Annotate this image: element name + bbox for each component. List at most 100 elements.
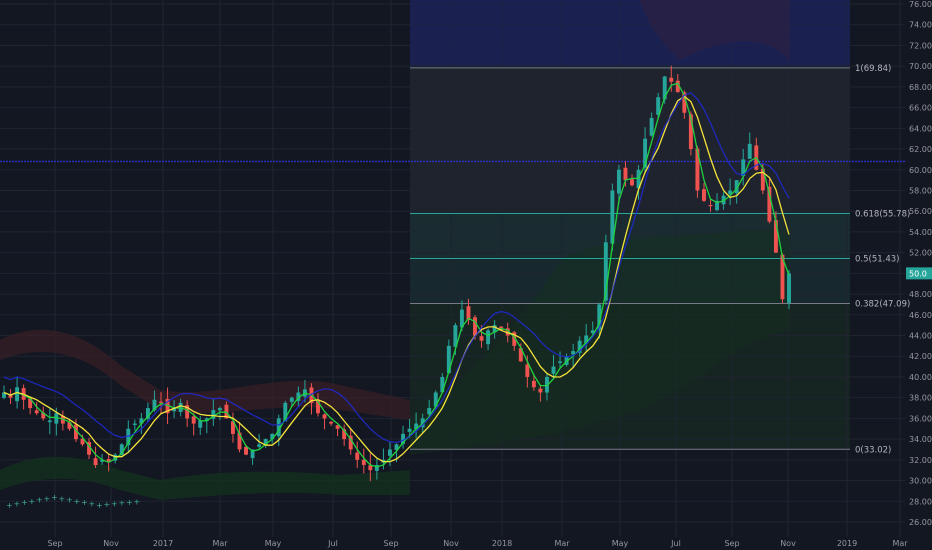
candle-body [715,200,720,211]
candle-body [427,408,432,415]
indicator-dot: + [74,497,81,506]
x-tick-label: May [612,539,629,548]
ribbon-lower [0,456,410,500]
candle-body [558,361,563,363]
candle-body [649,117,654,136]
candle-body [656,97,661,115]
ma-long-line [3,95,790,463]
candle-body [159,401,163,403]
y-tick-label: 72.00 [909,41,932,50]
candle-body [54,413,59,424]
x-tick-label: Mar [892,539,908,548]
candle-body [721,195,726,205]
candle-body [165,398,170,414]
y-tick-label: 52.00 [909,249,932,258]
candle-body [486,330,491,345]
candle-body [577,340,582,353]
indicator-dot: + [81,498,88,507]
candle-body [669,77,674,82]
ribbon-upper [0,329,410,420]
y-tick-label: 56.00 [909,207,932,216]
candle-body [73,424,78,440]
y-tick-label: 28.00 [909,497,932,506]
candle-body [342,429,347,440]
x-tick-label: 2018 [492,539,512,548]
candle-body [780,254,785,300]
candle-body [773,220,778,253]
fib-zone-4 [410,303,850,450]
indicator-dot: + [29,497,36,506]
indicator-dot: + [89,500,96,509]
candle-body [571,351,576,355]
ma-short-line [3,82,790,468]
candle-body [597,304,602,330]
candle-body [250,449,255,459]
indicator-dot: + [6,501,13,510]
candle-body [15,387,20,402]
candle-body [741,159,746,177]
candle-body [198,420,203,428]
candle-body [139,418,144,424]
candle-body [348,435,353,450]
blue-zone [410,0,850,65]
x-tick-label: Mar [212,539,228,548]
x-tick-label: Sep [724,539,739,548]
candle-body [145,408,150,419]
fib-label: 0(33.02) [855,445,891,455]
candle-body [505,328,510,336]
candle-body [387,449,392,456]
x-tick-label: Mar [554,539,570,548]
candle-body [67,422,72,429]
y-tick-label: 64.00 [909,124,932,133]
candle-body [584,335,589,344]
fib-label: 0.5(51.43) [855,255,899,265]
x-tick-label: Sep [47,539,62,548]
fib-zone-1 [410,67,850,214]
candle-body [113,454,118,461]
candle-body [211,410,216,419]
candle-body [433,392,438,407]
candle-body [466,306,471,320]
candle-body [531,380,536,388]
x-tick-label: 2017 [153,539,173,548]
y-tick-label: 62.00 [909,145,932,154]
candle-body [296,392,301,401]
x-tick-label: Jul [670,539,681,548]
x-tick-label: Sep [383,539,398,548]
candle-body [217,408,222,411]
indicator-dot: + [104,500,111,509]
candle-body [152,399,157,411]
candle-body [322,414,327,419]
candle-body [643,138,648,168]
candle-body [204,418,209,421]
y-tick-label: 40.00 [909,373,932,382]
candle-body [47,420,52,423]
candle-body [682,92,687,113]
candle-body [695,148,700,191]
candle-body [8,394,13,398]
indicator-dot: + [96,501,103,510]
candle-body [191,416,196,424]
candle-body [283,402,288,422]
indicator-dot: + [119,499,126,508]
candle-body [394,444,399,450]
candle-body [119,444,124,456]
candle-body [407,428,412,432]
candle-body [512,332,517,346]
candle-body [34,410,39,414]
candle-body [41,412,46,419]
candle-body [414,423,419,430]
x-tick-label: 2019 [837,539,857,548]
x-tick-label: Jul [327,539,338,548]
candle-body [747,143,752,159]
candle-body [538,388,543,393]
candle-body [551,366,556,374]
candle-body [688,114,693,150]
candle-body [623,167,628,181]
candle-body [453,325,458,347]
candle-body [446,345,451,374]
x-tick-label: Nov [103,539,119,548]
candle-body [564,356,569,365]
